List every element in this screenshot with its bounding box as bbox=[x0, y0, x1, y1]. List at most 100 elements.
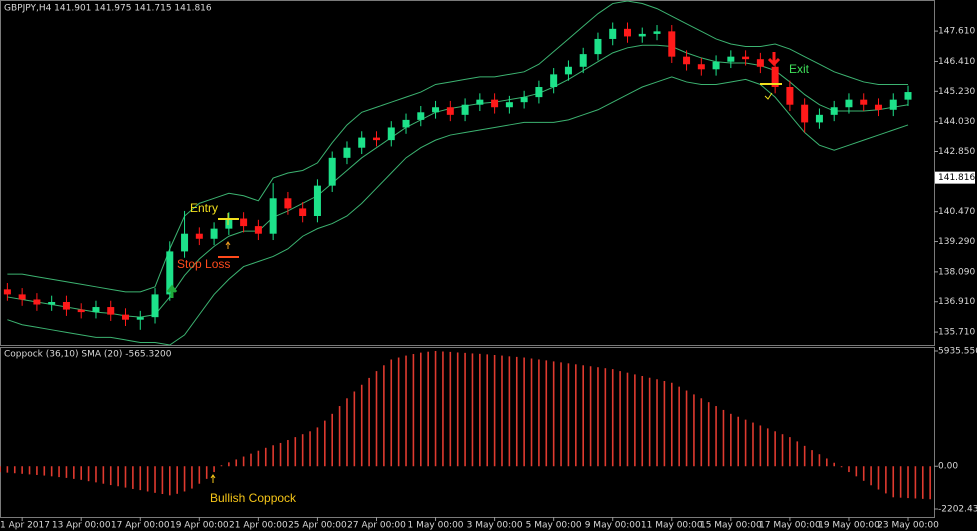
candle-body bbox=[151, 294, 159, 318]
candle-body bbox=[181, 233, 189, 252]
y-tick-label: 138.090 bbox=[938, 267, 975, 277]
x-tick-label: 27 Apr 00:00 bbox=[347, 521, 406, 531]
candle-body bbox=[33, 299, 41, 305]
x-tick-label: 13 Apr 00:00 bbox=[52, 521, 111, 531]
candle-body bbox=[343, 147, 351, 158]
x-tick-label: 19 Apr 00:00 bbox=[170, 521, 229, 531]
y-tick-label: 0.00 bbox=[938, 462, 958, 472]
y-tick-label: -2202.4325 bbox=[938, 505, 977, 515]
candle-body bbox=[62, 301, 70, 310]
y-tick-label: 142.850 bbox=[938, 147, 975, 157]
candle-body bbox=[121, 314, 129, 320]
y-tick-label: 136.910 bbox=[938, 297, 975, 307]
y-tick-label: 145.230 bbox=[938, 87, 975, 97]
candle-body bbox=[92, 307, 100, 313]
candle-body bbox=[889, 99, 897, 110]
candle-body bbox=[328, 157, 336, 186]
candle-body bbox=[136, 317, 144, 320]
annotation-shapes bbox=[166, 52, 782, 483]
price-title: GBPJPY,H4 141.901 141.975 141.715 141.81… bbox=[4, 4, 212, 14]
x-tick-label: 9 May 00:00 bbox=[585, 521, 641, 531]
candle-body bbox=[48, 301, 56, 305]
x-tick-label: 3 May 00:00 bbox=[467, 521, 523, 531]
candle-body bbox=[594, 38, 602, 55]
candle-body bbox=[683, 56, 691, 65]
candle-body bbox=[210, 228, 218, 239]
candle-body bbox=[18, 294, 26, 300]
candle-body bbox=[299, 208, 307, 216]
x-tick-label: 5 May 00:00 bbox=[526, 521, 582, 531]
candle-body bbox=[476, 99, 484, 105]
candle-body bbox=[491, 99, 499, 108]
x-tick-label: 11 May 00:00 bbox=[641, 521, 703, 531]
candle-body bbox=[195, 233, 203, 239]
candle-body bbox=[668, 31, 676, 57]
candle-body bbox=[107, 307, 115, 315]
candle-body bbox=[432, 107, 440, 113]
candle-body bbox=[653, 31, 661, 34]
y-tick-label: 135.710 bbox=[938, 328, 975, 338]
candle-body bbox=[372, 137, 380, 141]
candle-body bbox=[830, 107, 838, 115]
candle-body bbox=[638, 33, 646, 37]
candle-body bbox=[742, 56, 750, 60]
candle-body bbox=[801, 104, 809, 123]
coppock-arrow bbox=[210, 474, 216, 483]
candle-body bbox=[387, 127, 395, 141]
y-tick-label: 139.290 bbox=[938, 237, 975, 247]
candle-body bbox=[860, 99, 868, 105]
x-tick-label: 15 May 00:00 bbox=[700, 521, 762, 531]
buy-arrow bbox=[166, 284, 178, 298]
candle-body bbox=[815, 114, 823, 123]
candle-body bbox=[417, 112, 425, 120]
candle-body bbox=[623, 28, 631, 37]
annotation: Entry bbox=[190, 201, 218, 215]
candle-body bbox=[3, 289, 11, 295]
x-tick-label: 1 May 00:00 bbox=[408, 521, 464, 531]
candle-body bbox=[358, 137, 366, 148]
x-tick-label: 25 Apr 00:00 bbox=[288, 521, 347, 531]
band-line bbox=[7, 76, 909, 346]
candle-body bbox=[240, 218, 248, 227]
candle-body bbox=[254, 226, 262, 234]
candle-body bbox=[535, 87, 543, 98]
candle-body bbox=[505, 102, 513, 108]
current-price-box bbox=[935, 171, 975, 184]
annotation: Bullish Coppock bbox=[210, 491, 297, 505]
x-tick-label: 21 Apr 00:00 bbox=[229, 521, 288, 531]
y-tick-label: 140.470 bbox=[938, 207, 975, 217]
annotation: Exit bbox=[789, 62, 810, 76]
x-tick-label: 19 May 00:00 bbox=[818, 521, 880, 531]
y-tick-label: 5935.5505 bbox=[938, 347, 977, 357]
band-line bbox=[7, 0, 909, 293]
candle-body bbox=[579, 54, 587, 67]
y-tick-label: 147.610 bbox=[938, 27, 975, 37]
candle-body bbox=[609, 28, 617, 39]
candle-body bbox=[461, 104, 469, 115]
exit-check bbox=[764, 92, 773, 100]
annotation: Stop Loss bbox=[177, 257, 230, 271]
x-tick-label: 17 May 00:00 bbox=[759, 521, 821, 531]
current-price-label: 141.816 bbox=[938, 173, 975, 183]
candle-body bbox=[77, 309, 85, 313]
price-panel-frame bbox=[0, 0, 935, 346]
x-tick-label: 11 Apr 2017 bbox=[0, 521, 50, 531]
candle-body bbox=[712, 61, 720, 70]
sell-arrow bbox=[767, 52, 781, 67]
candle-body bbox=[269, 198, 277, 234]
candle-body bbox=[225, 218, 233, 229]
candle-body bbox=[727, 56, 735, 62]
candle-body bbox=[313, 185, 321, 216]
candle-body bbox=[845, 99, 853, 108]
candle-body bbox=[771, 66, 779, 88]
candle-body bbox=[904, 92, 912, 100]
candle-body bbox=[446, 107, 454, 115]
candle-body bbox=[786, 87, 794, 105]
candle-body bbox=[166, 251, 174, 295]
candle-body bbox=[284, 198, 292, 209]
candle-body bbox=[697, 64, 705, 70]
candle-body bbox=[756, 59, 764, 67]
